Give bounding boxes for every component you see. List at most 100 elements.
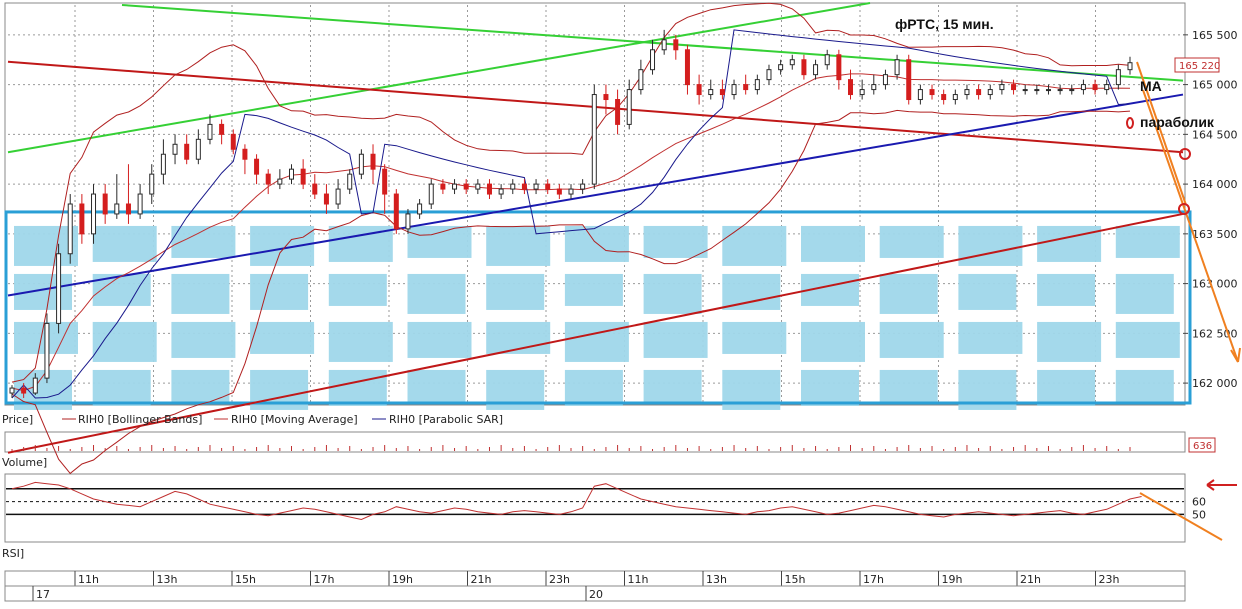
candle-body: [719, 89, 725, 96]
candle-body: [778, 64, 784, 71]
y-tick-label: 163 500: [1192, 228, 1238, 241]
candle-body: [102, 193, 108, 215]
highlight-block: [407, 369, 466, 402]
candle-body: [172, 143, 178, 155]
candle-body: [789, 59, 795, 66]
parabolic-sar-line: [11, 29, 1131, 399]
time-axis: 11h 13h 15h 17h 19h 21h 23h 11h 13h 15h 17h 19h 21h 2…: [5, 571, 1185, 601]
x-tick-label: 21h: [471, 573, 492, 586]
candle-body: [1104, 84, 1110, 91]
candle-body: [428, 183, 434, 205]
candle-body: [917, 89, 923, 101]
x-tick-label: 19h: [392, 573, 413, 586]
volume-value-badge: [1188, 437, 1216, 453]
candle-body: [684, 49, 690, 86]
highlight-block: [1115, 273, 1174, 314]
candle-body: [1034, 89, 1040, 92]
volume-label: Volume]: [2, 456, 47, 469]
candle-body: [230, 133, 236, 150]
candle-body: [440, 183, 446, 190]
rsi-line: [11, 481, 1142, 521]
trend-lines: [7, 2, 1184, 454]
candle-body: [533, 183, 539, 190]
candle-body: [929, 89, 935, 96]
highlight-block: [801, 369, 859, 406]
highlight-block: [407, 321, 472, 358]
highlight-block: [879, 225, 944, 258]
legend: Price] RIH0 [Bollinger Bands] RIH0 [Movi…: [2, 413, 503, 426]
highlight-block: [171, 225, 236, 258]
candle-body: [673, 39, 679, 51]
highlight-block: [250, 225, 315, 266]
candle-body: [813, 64, 819, 76]
highlight-block: [14, 225, 78, 266]
highlight-block: [564, 273, 623, 306]
legend-ma: RIH0 [Moving Average]: [231, 413, 358, 426]
highlight-block: [171, 321, 236, 358]
legend-price: Price]: [2, 413, 33, 426]
candle-body: [114, 203, 120, 215]
highlight-block: [801, 321, 865, 362]
candle-body: [312, 183, 318, 195]
candle-body: [21, 387, 27, 394]
rsi-panel-frame: [4, 473, 1186, 543]
candle-body: [486, 183, 492, 195]
candle-body: [987, 89, 993, 96]
candle-body: [521, 183, 527, 190]
x-tick-label: 19h: [942, 573, 963, 586]
candle-body: [137, 193, 143, 215]
x-tick-label: 17h: [863, 573, 884, 586]
candle-body: [1080, 84, 1086, 91]
y-tick-label: 164 000: [1192, 178, 1238, 191]
candle-body: [754, 79, 760, 91]
candle-body: [242, 148, 248, 160]
candle-body: [591, 94, 597, 185]
candle-body: [1057, 89, 1063, 92]
sar-marker: [1126, 117, 1134, 129]
candle-body: [405, 213, 411, 230]
highlight-block: [722, 225, 787, 266]
rsi-forecast-arrow: [1139, 492, 1223, 541]
highlight-block: [643, 369, 702, 402]
candle-body: [871, 84, 877, 91]
candle-body: [696, 84, 702, 96]
forecast-arrows: [1126, 61, 1241, 541]
candle-body: [894, 59, 900, 76]
highlight-block: [643, 321, 708, 358]
highlight-block: [328, 369, 387, 406]
candle-body: [160, 153, 166, 175]
highlight-block: [1115, 321, 1180, 358]
x-tick-label: 13h: [706, 573, 727, 586]
x-tick-label: 23h: [549, 573, 570, 586]
candle-body: [1092, 84, 1098, 91]
candle-body: [498, 188, 504, 195]
red-channel-lower: [7, 212, 1184, 454]
volume-value: 636: [1193, 441, 1212, 452]
candle-body: [184, 143, 190, 160]
candle-body: [91, 193, 97, 235]
highlight-block: [564, 369, 623, 406]
candle-body: [906, 59, 912, 101]
x-tick-label: 11h: [628, 573, 649, 586]
candle-body: [277, 178, 283, 185]
highlight-block: [1115, 369, 1174, 402]
highlight-block: [486, 273, 545, 310]
candle-body: [731, 84, 737, 96]
candle-body: [1011, 84, 1017, 91]
highlight-block: [958, 273, 1017, 310]
candle-body: [1127, 62, 1133, 71]
target-marker-1: [1179, 148, 1191, 160]
candle-body: [463, 183, 469, 190]
bollinger-lower: [11, 109, 1131, 475]
y-tick-label: 162 000: [1192, 377, 1238, 390]
candle-body: [219, 123, 225, 135]
highlight-block: [722, 321, 787, 354]
candle-body: [952, 94, 958, 101]
candle-body: [67, 203, 73, 255]
highlight-block: [801, 225, 865, 262]
parabolic-annotation: параболик: [1140, 114, 1215, 130]
x-tick-label: 11h: [78, 573, 99, 586]
highlight-block: [171, 369, 230, 402]
highlight-frame: [4, 210, 1192, 405]
